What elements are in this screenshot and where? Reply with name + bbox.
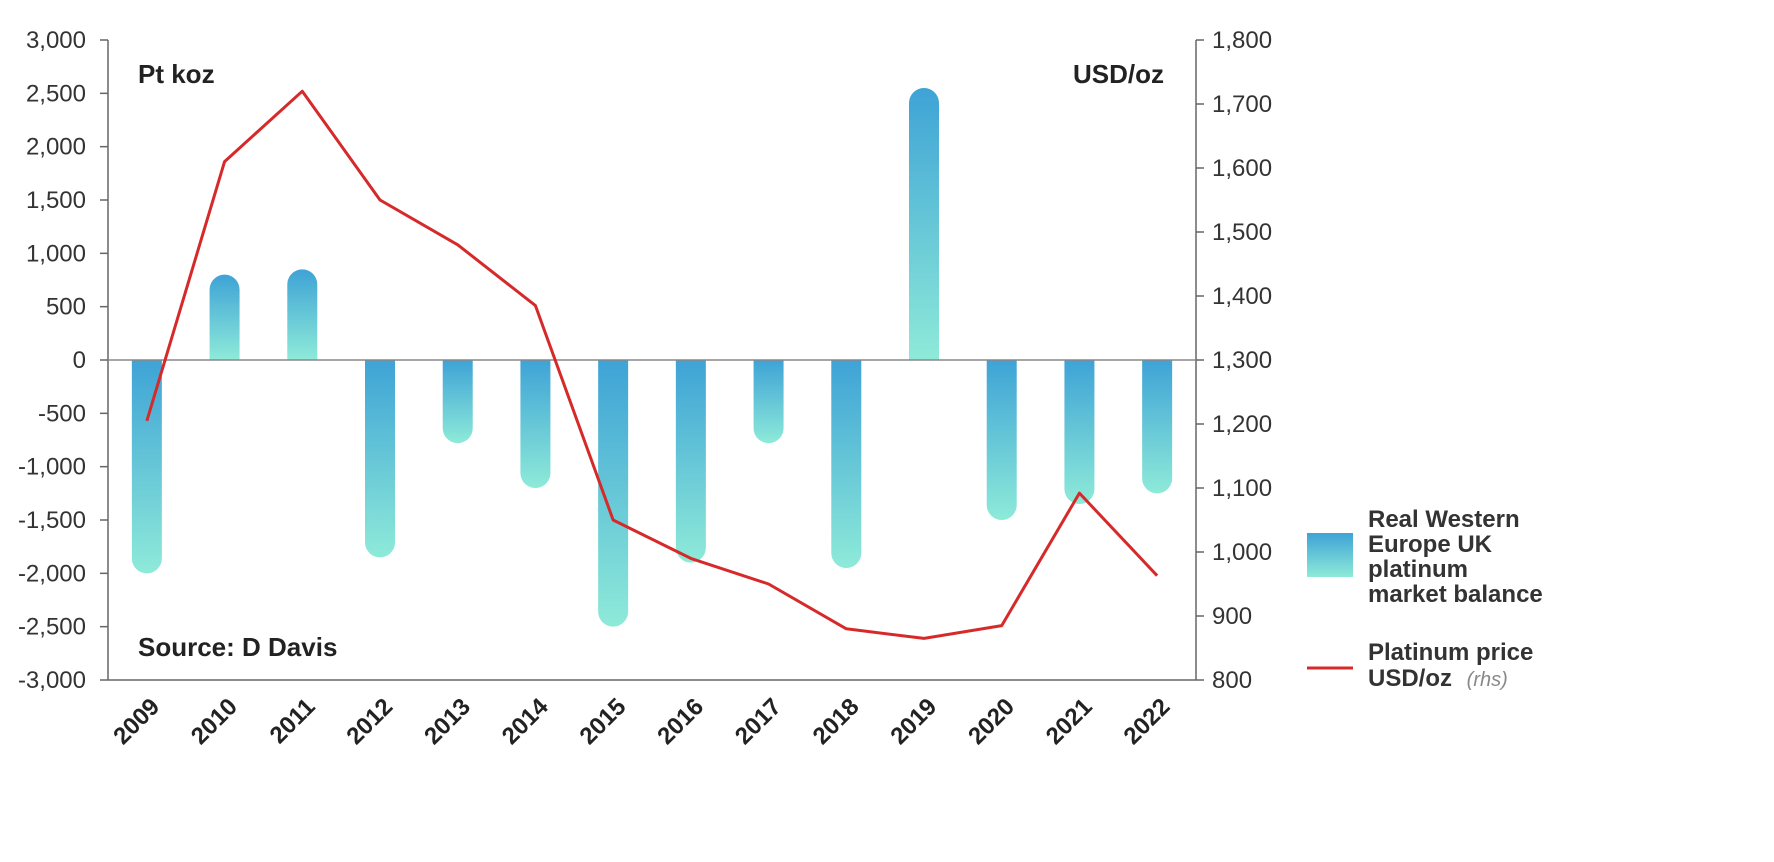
- left-tick-label: 1,500: [26, 187, 86, 214]
- left-tick-label: -3,000: [18, 667, 86, 694]
- left-tick-label: 2,500: [26, 80, 86, 107]
- bar-2015: [598, 360, 629, 627]
- left-tick-label: -2,000: [18, 560, 86, 587]
- bar-2011: [287, 269, 318, 360]
- bar-2009: [131, 360, 162, 574]
- legend-bar-line-3: platinum: [1368, 556, 1468, 583]
- legend-bar-line-2: Europe UK: [1368, 531, 1493, 558]
- price-line: [145, 89, 1159, 640]
- x-tick-label: 2020: [963, 693, 1020, 750]
- bar-2022: [1142, 360, 1173, 494]
- x-tick-label: 2012: [341, 693, 398, 750]
- legend-line-line-2: USD/oz: [1368, 665, 1452, 692]
- x-tick-label: 2015: [575, 693, 632, 750]
- left-tick-label: -1,000: [18, 454, 86, 481]
- x-tick-label: 2021: [1041, 693, 1098, 750]
- legend: Real Western Europe UK platinum market b…: [1307, 506, 1543, 692]
- right-tick-label: 1,800: [1212, 27, 1272, 54]
- left-tick-label: -2,500: [18, 614, 86, 641]
- left-tick-label: 500: [46, 294, 86, 321]
- bar-2017: [753, 360, 784, 444]
- right-tick-label: 1,100: [1212, 475, 1272, 502]
- right-tick-label: 1,300: [1212, 347, 1272, 374]
- right-tick-label: 1,500: [1212, 219, 1272, 246]
- legend-bar-line-1: Real Western: [1368, 506, 1520, 533]
- right-tick-label: 1,000: [1212, 539, 1272, 566]
- x-axis: 2009 2010 2011 2012 2013 2014 2015 2016 2017 2018…: [108, 679, 1196, 750]
- left-tick-label: 2,000: [26, 134, 86, 161]
- bar-2010: [209, 274, 240, 360]
- right-axis-label: USD/oz: [1073, 59, 1164, 89]
- bar-2018: [831, 360, 862, 568]
- left-tick-label: 0: [73, 347, 86, 374]
- right-tick-label: 900: [1212, 603, 1252, 630]
- right-tick-label: 1,600: [1212, 155, 1272, 182]
- left-tick-label: 3,000: [26, 27, 86, 54]
- x-tick-label: 2010: [186, 693, 243, 750]
- legend-bar-label: Real Western Europe UK platinum market b…: [1368, 506, 1543, 608]
- bar-2016: [675, 360, 706, 563]
- bar-2012: [365, 360, 395, 558]
- left-axis-label: Pt koz: [138, 59, 215, 89]
- left-tick-label: 1,000: [26, 240, 86, 267]
- right-tick-label: 800: [1212, 667, 1252, 694]
- x-tick-label: 2017: [730, 693, 787, 750]
- left-axis: 3,000 2,500 2,000 1,500 1,000 500 0 -500 -1,000 -…: [18, 27, 109, 694]
- left-tick-label: -500: [38, 400, 86, 427]
- legend-line-line-1: Platinum price: [1368, 639, 1533, 666]
- legend-bar-line-4: market balance: [1368, 581, 1543, 608]
- bar-2013: [442, 360, 473, 444]
- x-tick-label: 2014: [497, 693, 554, 750]
- x-tick-label: 2018: [808, 693, 865, 750]
- x-tick-label: 2019: [885, 693, 942, 750]
- x-tick-label: 2011: [265, 693, 321, 749]
- bar-2019: [909, 88, 939, 360]
- legend-bar-swatch: [1307, 533, 1353, 577]
- legend-line-label: Platinum price USD/oz (rhs): [1368, 639, 1540, 692]
- right-axis: 1,800 1,700 1,600 1,500 1,400 1,300 1,200 1,100…: [1195, 27, 1272, 694]
- left-tick-label: -1,500: [18, 507, 86, 534]
- x-tick-label: 2009: [108, 693, 165, 750]
- bar-2014: [520, 360, 551, 488]
- source-note: Source: D Davis: [138, 632, 337, 662]
- x-tick-label: 2022: [1119, 693, 1176, 750]
- x-tick-label: 2016: [652, 693, 709, 750]
- bar-2021: [1064, 360, 1095, 505]
- right-tick-label: 1,400: [1212, 283, 1272, 310]
- legend-line-note: (rhs): [1467, 669, 1508, 691]
- bar-series: [131, 88, 1173, 627]
- x-tick-label: 2013: [419, 693, 476, 750]
- bar-2020: [986, 360, 1017, 520]
- right-tick-label: 1,700: [1212, 91, 1272, 118]
- right-tick-label: 1,200: [1212, 411, 1272, 438]
